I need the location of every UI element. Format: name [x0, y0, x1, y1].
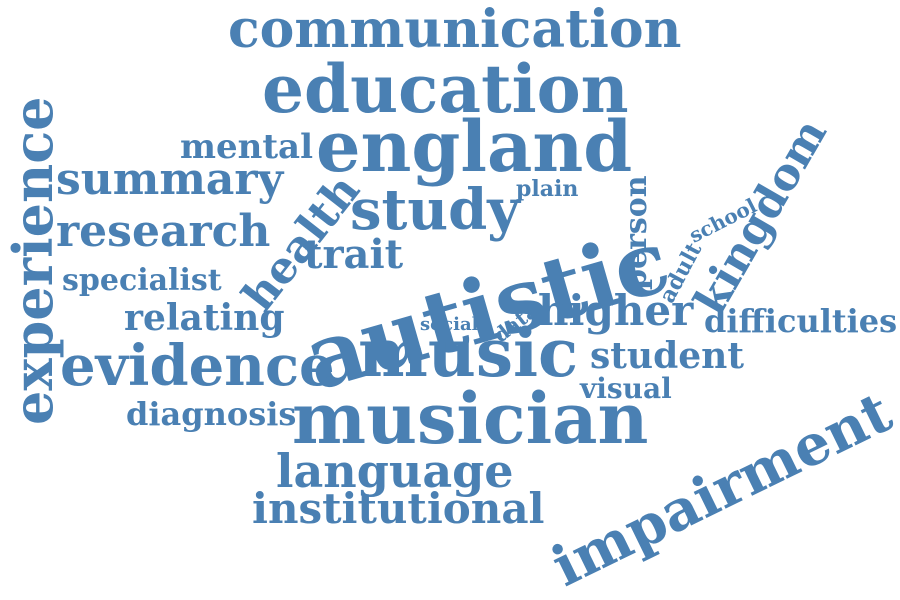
word-institutional: institutional — [252, 484, 545, 533]
word-research: research — [56, 206, 271, 257]
word-summary: summary — [56, 154, 284, 205]
word-relating: relating — [124, 297, 285, 339]
word-study: study — [350, 177, 520, 243]
word-student: student — [590, 335, 744, 377]
word-mental: mental — [180, 127, 313, 167]
word-education: education — [262, 50, 629, 128]
word-musician: musician — [292, 377, 649, 460]
word-trait: trait — [304, 231, 404, 278]
word-difficulties: difficulties — [704, 302, 898, 340]
word-specialist: specialist — [62, 263, 222, 298]
word-diagnosis: diagnosis — [126, 395, 297, 433]
word-evidence: evidence — [60, 333, 335, 399]
word-england: england — [316, 105, 633, 188]
word-plain: plain — [516, 176, 579, 202]
word-experience: experience — [1, 96, 65, 425]
word-music: music — [358, 314, 579, 392]
word-higher: higher — [538, 286, 694, 335]
word-language: language — [276, 444, 514, 498]
word-visual: visual — [580, 372, 672, 405]
word-social: social — [420, 314, 479, 335]
word-communication: communication — [228, 0, 682, 60]
